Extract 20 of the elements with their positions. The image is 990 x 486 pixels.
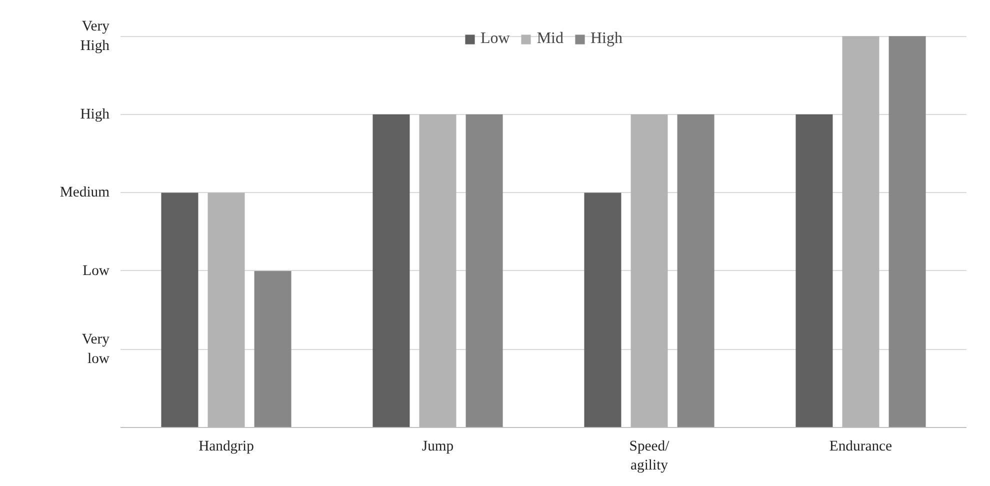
bar xyxy=(161,192,198,428)
bar xyxy=(466,114,503,428)
legend-label: High xyxy=(590,30,622,48)
legend-label: Mid xyxy=(536,30,564,48)
x-tick-label: Endurance xyxy=(829,438,892,454)
x-tick-label: Jump xyxy=(422,438,454,454)
x-tick-label: Speed/ agility xyxy=(629,438,670,474)
legend-label: Low xyxy=(480,30,510,48)
text: Very High xyxy=(80,18,110,54)
bar xyxy=(584,192,622,428)
text: Very low xyxy=(82,332,110,367)
bar xyxy=(796,114,833,428)
bar xyxy=(372,114,410,428)
bar xyxy=(254,270,292,428)
bar xyxy=(677,114,714,428)
x-tick-label: Handgrip xyxy=(198,438,254,454)
text: Medium xyxy=(60,184,110,201)
text: Low xyxy=(82,262,110,279)
text: High xyxy=(80,106,110,122)
bar xyxy=(888,36,926,428)
